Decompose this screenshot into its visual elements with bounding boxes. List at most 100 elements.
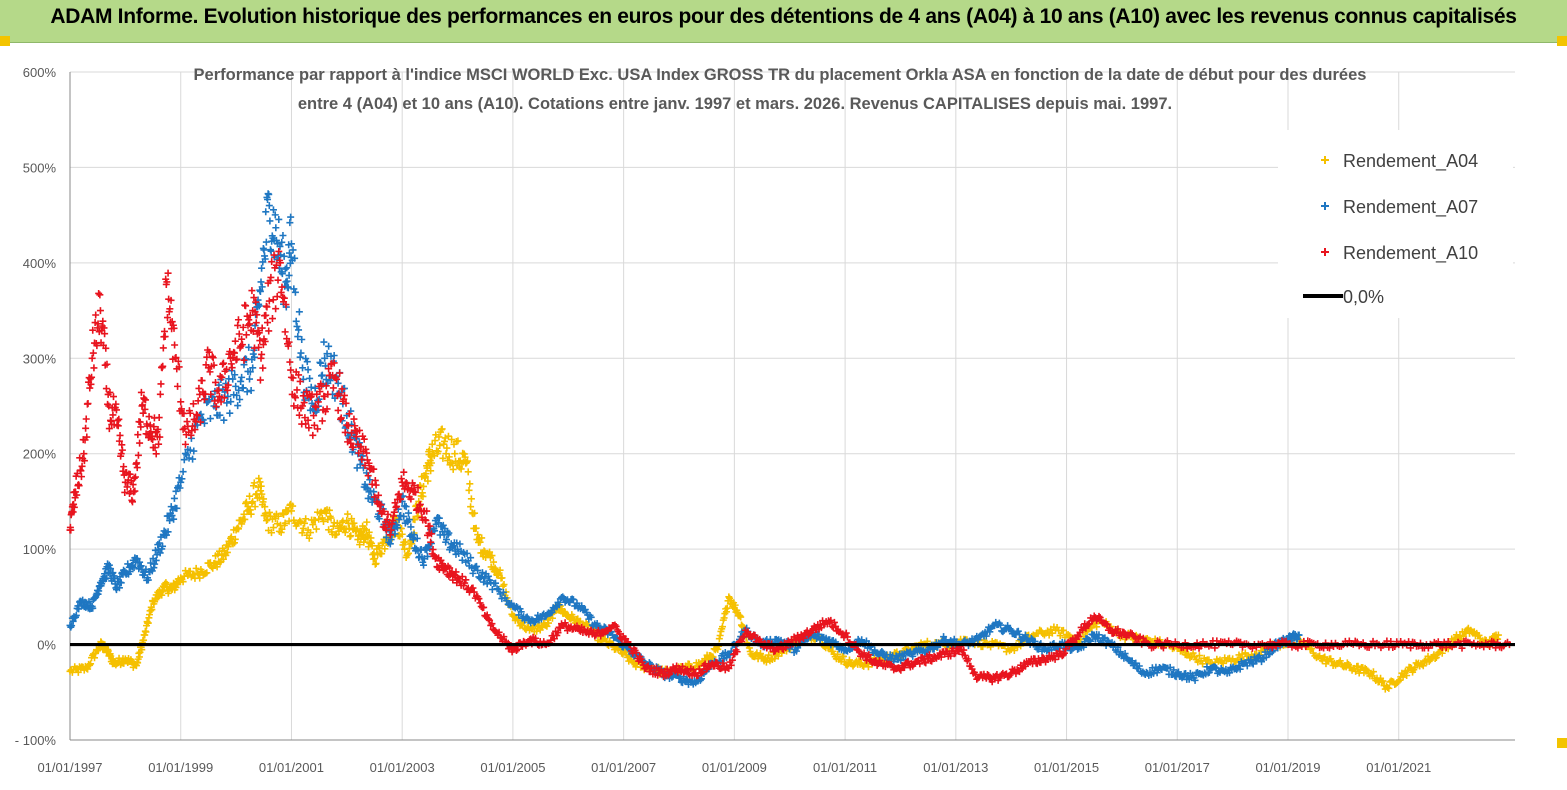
rendement-a10-point (1051, 655, 1059, 663)
rendement-a10-point (719, 659, 727, 667)
rendement-a10-point (268, 315, 276, 323)
rendement-a10-point (713, 659, 721, 667)
rendement-a04-point (325, 506, 333, 514)
rendement-a10-point (309, 431, 317, 439)
chart-title-line2: entre 4 (A04) et 10 ans (A10). Cotations… (298, 95, 1172, 113)
rendement-a10-point (88, 373, 96, 381)
rendement-a07-point (1166, 663, 1174, 671)
rendement-a07-point (307, 383, 315, 391)
x-tick-label: 01/01/2005 (480, 760, 545, 775)
rendement-a10-point (205, 348, 213, 356)
rendement-a04-point (289, 502, 297, 510)
rendement-a04-point (234, 525, 242, 533)
y-tick-label: 200% (23, 447, 57, 462)
rendement-a07-point (271, 211, 279, 219)
rendement-a10-point (699, 668, 707, 676)
rendement-a10-point (1062, 645, 1070, 653)
rendement-a10-point (96, 291, 104, 299)
rendement-a07-point (185, 454, 193, 462)
rendement-a10-point (131, 473, 139, 481)
rendement-a04-point (401, 538, 409, 546)
rendement-a10-point (922, 659, 930, 667)
rendement-a10-point (446, 564, 454, 572)
rendement-a07-point (224, 392, 232, 400)
rendement-a10-point (285, 338, 293, 346)
x-tick-labels: 01/01/1997 01/01/1999 01/01/2001 01/01/2003… (37, 760, 1431, 775)
rendement-a10-point (102, 385, 110, 393)
rendement-a07-point (237, 377, 245, 385)
rendement-a07-point (166, 517, 174, 525)
rendement-a10-point (116, 431, 124, 439)
rendement-a04-point (209, 564, 217, 572)
rendement-a10-point (126, 470, 134, 478)
x-tick-label: 01/01/2021 (1366, 760, 1431, 775)
rendement-a07-point (353, 464, 361, 472)
rendement-a04-point (737, 613, 745, 621)
rendement-a10-point (429, 546, 437, 553)
rendement-a10-point (476, 599, 484, 607)
rendement-a07-point (291, 254, 299, 262)
rendement-a10-point (470, 588, 478, 596)
rendement-a10-point (192, 417, 200, 425)
rendement-a04-point (490, 558, 498, 566)
rendement-a07-point (287, 240, 295, 248)
rendement-a04-point (444, 432, 452, 440)
series-Rendement_A07 (66, 190, 1303, 688)
rendement-a10-point (512, 647, 520, 655)
rendement-a10-point (988, 678, 996, 686)
rendement-a10-point (82, 415, 90, 423)
rendement-a04-point (685, 660, 693, 668)
rendement-a07-point (299, 364, 307, 372)
rendement-a10-point (426, 522, 434, 530)
rendement-a10-point (280, 294, 288, 302)
rendement-a10-point (407, 495, 415, 503)
rendement-a10-point (1103, 621, 1111, 629)
rendement-a04-point (251, 503, 259, 511)
rendement-a07-point (256, 287, 264, 295)
rendement-a10-point (212, 378, 220, 386)
rendement-a07-point (325, 342, 333, 350)
rendement-a04-point (765, 651, 773, 659)
rendement-a10-point (370, 465, 378, 473)
rendement-a04-point (1432, 654, 1440, 662)
rendement-a07-point (89, 604, 97, 612)
rendement-a10-point (174, 382, 182, 390)
rendement-a04-point (474, 531, 482, 539)
rendement-a10-point (377, 501, 385, 509)
rendement-a07-point (295, 326, 303, 334)
rendement-a07-point (279, 231, 287, 239)
rendement-a04-point (478, 534, 486, 542)
rendement-a07-point (295, 308, 303, 316)
rendement-a10-point (372, 481, 380, 489)
rendement-a04-point (434, 447, 442, 455)
rendement-a04-point (260, 495, 268, 503)
rendement-a10-point (495, 628, 503, 636)
rendement-a07-point (397, 512, 405, 520)
rendement-a10-point (89, 326, 97, 334)
rendement-a10-point (355, 426, 363, 434)
rendement-a07-point (1265, 651, 1273, 659)
rendement-a07-point (982, 632, 990, 640)
rendement-a10-point (329, 384, 337, 392)
rendement-a07-point (407, 523, 415, 531)
x-tick-label: 01/01/2007 (591, 760, 656, 775)
rendement-a10-point (289, 374, 297, 382)
rendement-a10-point (684, 670, 692, 678)
rendement-a04-point (472, 524, 480, 532)
rendement-a04-point (142, 628, 150, 636)
rendement-a04-point (864, 663, 872, 671)
rendement-a04-point (311, 516, 319, 524)
rendement-a04-point (91, 654, 99, 662)
x-tick-label: 01/01/1999 (148, 760, 213, 775)
rendement-a04-point (256, 478, 264, 486)
rendement-a07-point (144, 576, 152, 584)
rendement-a07-point (492, 579, 500, 587)
rendement-a10-point (207, 390, 215, 398)
rendement-a07-point (291, 288, 299, 296)
rendement-a04-point (774, 652, 782, 660)
rendement-a07-point (304, 366, 312, 374)
rendement-a07-point (275, 215, 283, 223)
rendement-a04-point (1205, 656, 1213, 664)
rendement-a04-point (1189, 649, 1197, 657)
x-tick-label: 01/01/2011 (813, 760, 877, 775)
